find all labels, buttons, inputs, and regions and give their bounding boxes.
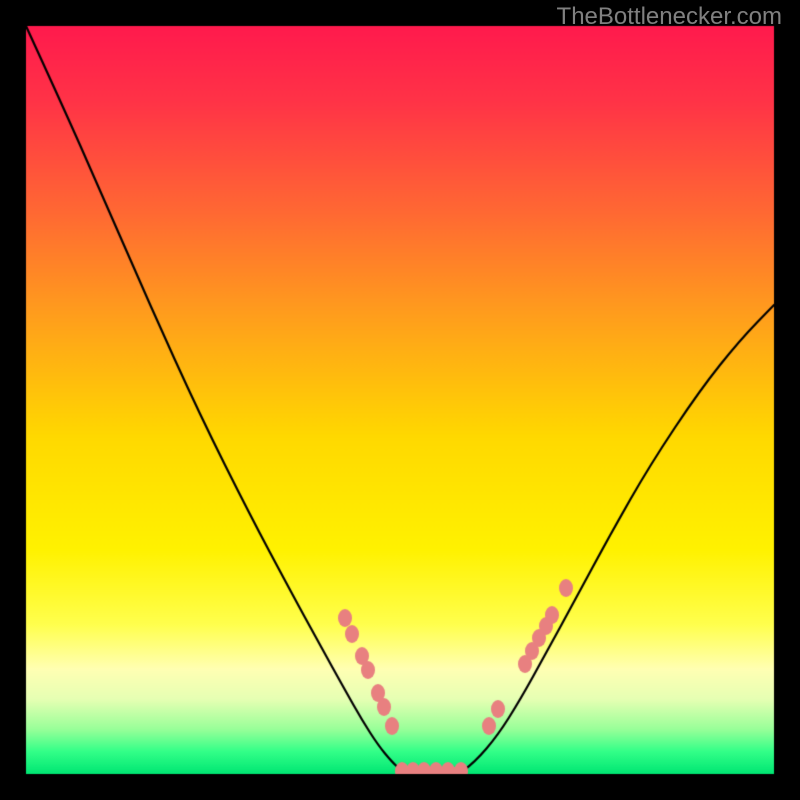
watermark-text: TheBottlenecker.com <box>557 3 782 31</box>
chart-stage: TheBottlenecker.com <box>0 0 800 800</box>
bottleneck-curve-chart <box>0 0 800 800</box>
